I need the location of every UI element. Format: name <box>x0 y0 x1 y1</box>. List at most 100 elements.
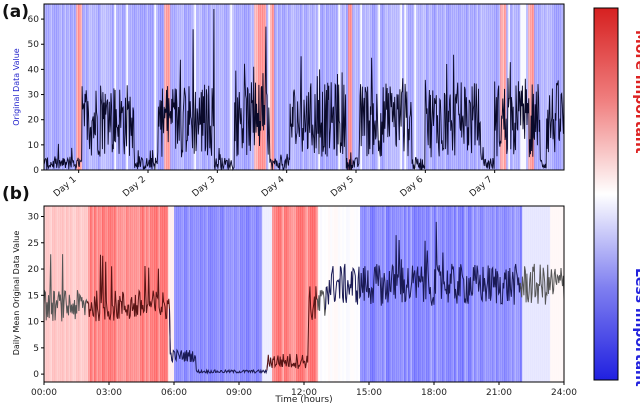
importance-band <box>460 206 463 382</box>
importance-band <box>190 4 193 170</box>
importance-band <box>90 206 93 382</box>
x-tick-label: Day 2 <box>121 175 148 200</box>
importance-band <box>496 206 499 382</box>
importance-band <box>98 206 101 382</box>
importance-band <box>348 4 351 170</box>
importance-band <box>374 206 377 382</box>
importance-band <box>116 4 119 170</box>
importance-band <box>242 206 245 382</box>
importance-band <box>442 4 445 170</box>
importance-band <box>218 206 221 382</box>
importance-band <box>338 4 341 170</box>
importance-band <box>276 206 279 382</box>
importance-band <box>494 4 497 170</box>
importance-band <box>66 206 69 382</box>
importance-band <box>272 4 275 170</box>
importance-band <box>218 4 221 170</box>
importance-band <box>274 206 277 382</box>
importance-band <box>368 4 371 170</box>
importance-band <box>176 206 179 382</box>
importance-band <box>168 206 171 382</box>
importance-band <box>184 4 187 170</box>
importance-band <box>62 4 65 170</box>
importance-band <box>318 206 321 382</box>
importance-band <box>68 4 71 170</box>
importance-band <box>408 4 411 170</box>
panel-b-label: (b) <box>2 184 30 204</box>
importance-band <box>102 4 105 170</box>
importance-band <box>512 4 515 170</box>
importance-band <box>68 206 71 382</box>
importance-band <box>70 4 73 170</box>
importance-band <box>364 206 367 382</box>
x-tick-label: Day 5 <box>329 175 356 200</box>
importance-band <box>458 4 461 170</box>
importance-band <box>190 206 193 382</box>
importance-band <box>500 206 503 382</box>
importance-band <box>256 206 259 382</box>
importance-band <box>336 206 339 382</box>
y-tick-label: 5 <box>33 344 39 354</box>
importance-band <box>444 4 447 170</box>
importance-band <box>500 4 503 170</box>
x-tick-label: 24:00 <box>551 388 577 398</box>
importance-band <box>216 4 219 170</box>
panel-b-series-polyline <box>86 254 171 354</box>
importance-band <box>264 206 267 382</box>
importance-band <box>324 4 327 170</box>
importance-band <box>224 206 227 382</box>
importance-band <box>390 4 393 170</box>
importance-band <box>562 4 565 170</box>
importance-band <box>452 206 455 382</box>
importance-band <box>502 206 505 382</box>
importance-band <box>216 206 219 382</box>
importance-band <box>256 4 259 170</box>
importance-band <box>194 206 197 382</box>
importance-band <box>162 4 165 170</box>
panel-a-importance-bands <box>44 4 565 170</box>
importance-band <box>396 4 399 170</box>
importance-band <box>372 4 375 170</box>
importance-band <box>432 4 435 170</box>
importance-band <box>520 4 523 170</box>
importance-band <box>222 206 225 382</box>
importance-band <box>542 206 545 382</box>
importance-band <box>434 206 437 382</box>
y-tick-label: 10 <box>28 141 40 151</box>
importance-band <box>360 206 363 382</box>
importance-band <box>266 206 269 382</box>
importance-band <box>490 4 493 170</box>
importance-band <box>546 4 549 170</box>
x-tick-label: Day 1 <box>52 175 79 200</box>
importance-band <box>130 206 133 382</box>
x-tick-label: Day 4 <box>260 174 287 199</box>
importance-band <box>176 4 179 170</box>
importance-band <box>412 206 415 382</box>
importance-band <box>204 206 207 382</box>
importance-band <box>418 206 421 382</box>
importance-band <box>524 206 527 382</box>
importance-band <box>324 206 327 382</box>
importance-band <box>518 206 521 382</box>
importance-band <box>414 4 417 170</box>
importance-band <box>222 4 225 170</box>
importance-band <box>226 4 229 170</box>
importance-band <box>112 4 115 170</box>
importance-band <box>86 206 89 382</box>
x-tick-label: 12:00 <box>291 388 317 398</box>
importance-band <box>516 206 519 382</box>
importance-band <box>416 206 419 382</box>
importance-band <box>124 4 127 170</box>
importance-band <box>410 4 413 170</box>
importance-band <box>90 4 93 170</box>
importance-band <box>538 206 541 382</box>
importance-band <box>536 4 539 170</box>
importance-band <box>232 4 235 170</box>
importance-band <box>540 206 543 382</box>
importance-band <box>350 4 353 170</box>
importance-band <box>442 206 445 382</box>
importance-band <box>470 4 473 170</box>
importance-band <box>468 4 471 170</box>
importance-band <box>44 4 47 170</box>
